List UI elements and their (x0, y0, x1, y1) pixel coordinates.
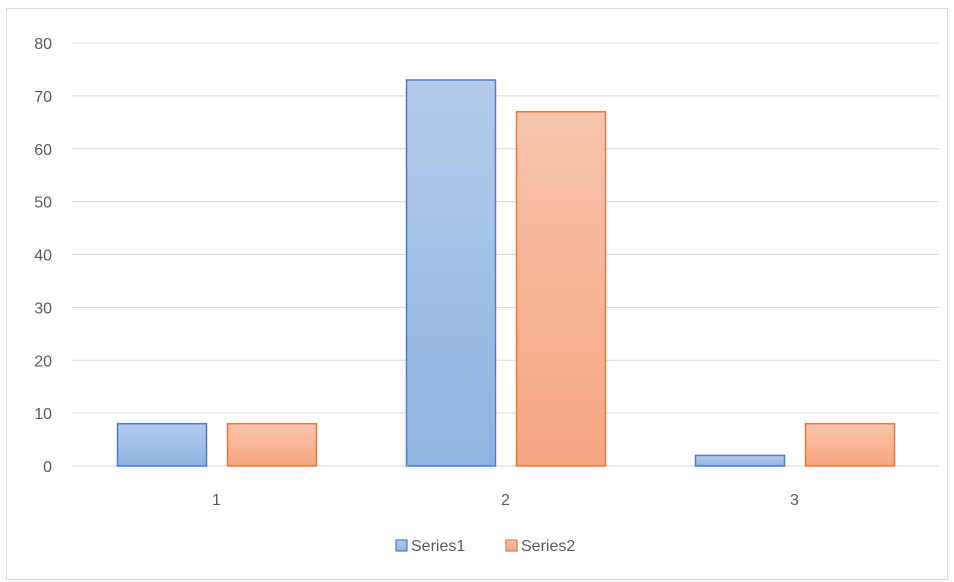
y-axis-tick-labels: 0 10 20 30 40 50 60 70 80 (34, 36, 52, 476)
y-tick-label: 10 (34, 406, 52, 423)
y-tick-label: 30 (34, 300, 52, 317)
legend-swatch-series2 (505, 539, 518, 552)
legend-label-series1: Series1 (411, 538, 465, 555)
gridlines (72, 42, 939, 467)
x-tick-label: 2 (501, 492, 510, 509)
bar-series2-2 (515, 110, 607, 467)
x-axis-tick-labels: 1 2 3 (212, 492, 799, 509)
bar-series2-1 (226, 422, 318, 467)
y-tick-label: 50 (34, 195, 52, 212)
y-tick-label: 20 (34, 353, 52, 370)
x-tick-label: 3 (790, 492, 799, 509)
legend-label-series2: Series2 (521, 538, 575, 555)
bar-series1-2 (405, 79, 497, 467)
bar-series1-1 (116, 422, 208, 467)
y-tick-label: 0 (43, 459, 52, 476)
y-tick-label: 60 (34, 142, 52, 159)
y-tick-label: 70 (34, 89, 52, 106)
y-tick-label: 40 (34, 248, 52, 265)
bar-series2-3 (804, 422, 896, 467)
bar-series1-3 (694, 454, 786, 467)
y-tick-label: 80 (34, 36, 52, 53)
x-tick-label: 1 (212, 492, 221, 509)
bars (116, 79, 896, 467)
legend-swatch-series1 (395, 539, 408, 552)
legend: Series1 Series2 (395, 538, 575, 555)
